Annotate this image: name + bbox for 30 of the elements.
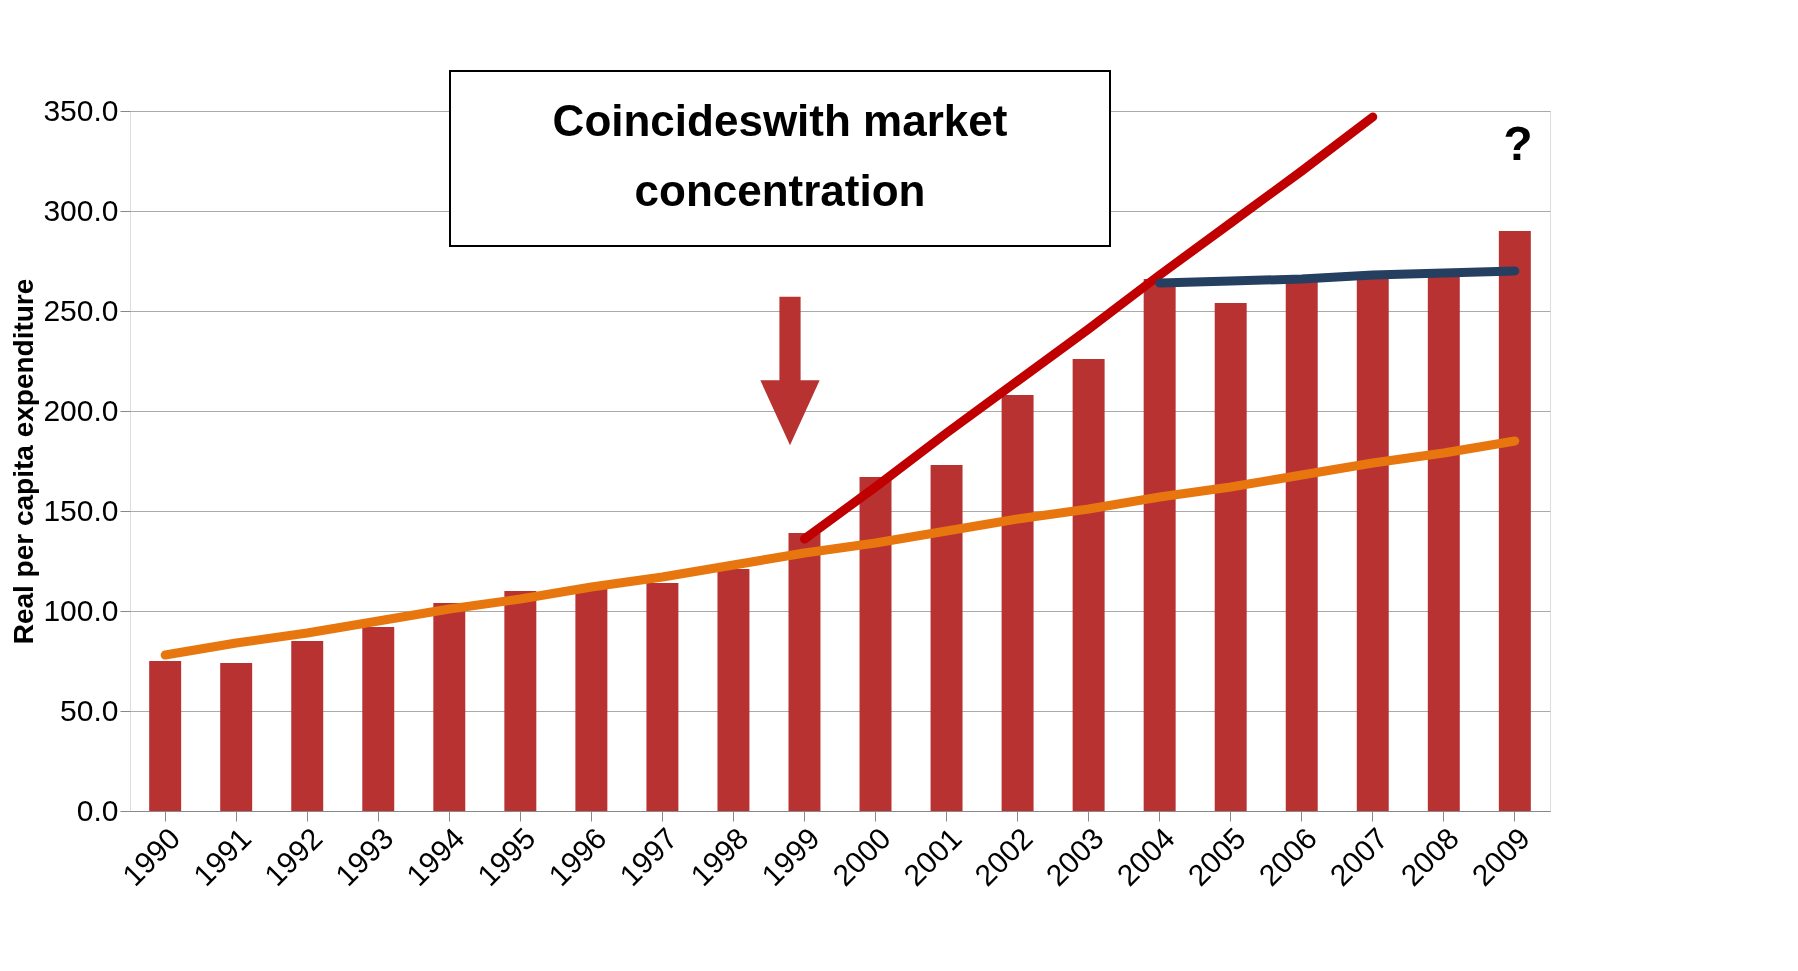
- y-tick-label: 350.0: [43, 93, 119, 127]
- bar: [930, 465, 963, 811]
- bar: [504, 591, 537, 811]
- bar: [1072, 359, 1105, 811]
- bar: [1214, 303, 1247, 811]
- bar: [291, 641, 324, 811]
- bar: [717, 569, 750, 811]
- y-tick-label: 250.0: [43, 293, 119, 327]
- bar: [1001, 395, 1034, 811]
- bar: [220, 663, 253, 811]
- y-axis-title: Real per capita expenditure: [8, 278, 40, 645]
- bar: [1498, 231, 1531, 811]
- bar: [1356, 277, 1389, 811]
- bar: [788, 533, 821, 811]
- y-tick-label: 200.0: [43, 393, 119, 427]
- y-tick-label: 300.0: [43, 193, 119, 227]
- bar: [362, 627, 395, 811]
- y-tick-label: 50.0: [60, 693, 119, 727]
- annotation: Coincideswith market concentration: [552, 96, 1008, 215]
- y-tick-label: 150.0: [43, 493, 119, 527]
- y-tick-label: 0.0: [76, 793, 119, 827]
- bar: [575, 589, 608, 811]
- bar: [1143, 279, 1176, 811]
- bar: [646, 583, 679, 811]
- y-tick-label: 100.0: [43, 593, 119, 627]
- bar: [149, 661, 182, 811]
- bar: [1427, 277, 1460, 811]
- bar: [859, 477, 892, 811]
- bar: [433, 603, 466, 811]
- annotation: ?: [1503, 117, 1533, 170]
